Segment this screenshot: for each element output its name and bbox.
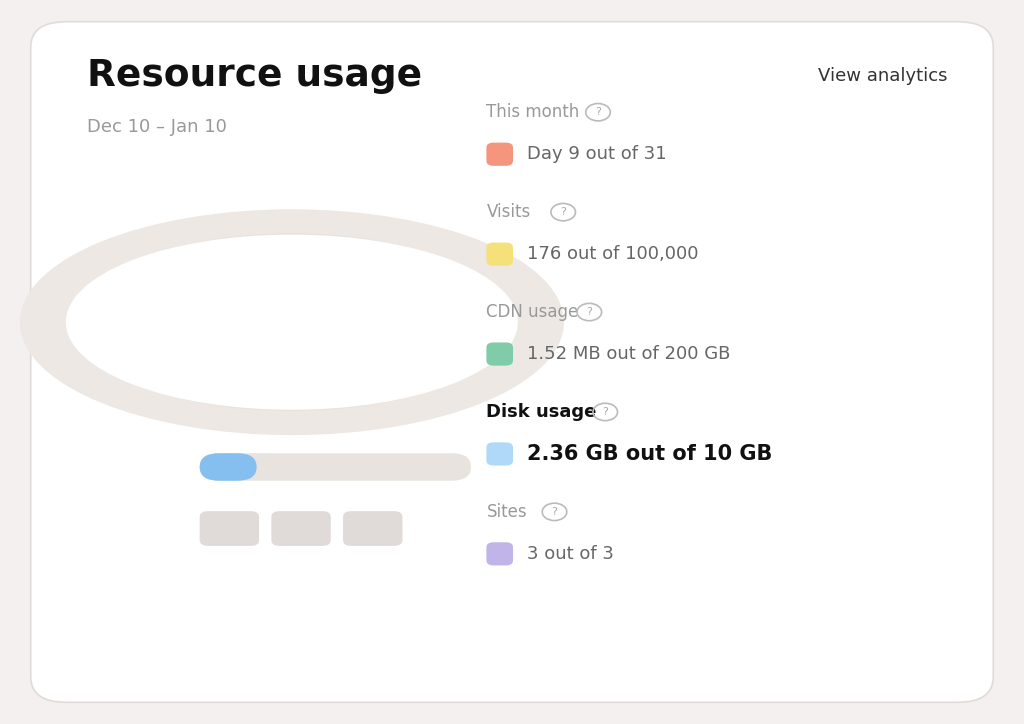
FancyBboxPatch shape bbox=[200, 453, 471, 481]
Ellipse shape bbox=[167, 279, 417, 366]
FancyBboxPatch shape bbox=[486, 143, 513, 166]
Text: ?: ? bbox=[552, 507, 557, 517]
Ellipse shape bbox=[118, 256, 466, 389]
Ellipse shape bbox=[128, 257, 456, 387]
Text: 1.52 MB out of 200 GB: 1.52 MB out of 200 GB bbox=[527, 345, 731, 363]
Ellipse shape bbox=[167, 279, 417, 366]
Text: This month: This month bbox=[486, 104, 580, 121]
Text: Resource usage: Resource usage bbox=[87, 58, 422, 94]
FancyBboxPatch shape bbox=[486, 243, 513, 266]
FancyBboxPatch shape bbox=[486, 542, 513, 565]
FancyBboxPatch shape bbox=[343, 511, 402, 546]
Text: 3 out of 3: 3 out of 3 bbox=[527, 545, 614, 563]
FancyBboxPatch shape bbox=[486, 342, 513, 366]
Text: ?: ? bbox=[587, 307, 592, 317]
FancyBboxPatch shape bbox=[31, 22, 993, 702]
Text: CDN usage: CDN usage bbox=[486, 303, 579, 321]
Text: Disk usage: Disk usage bbox=[486, 403, 597, 421]
Text: 2.36 GB out of 10 GB: 2.36 GB out of 10 GB bbox=[527, 444, 773, 464]
FancyBboxPatch shape bbox=[486, 442, 513, 466]
Text: Dec 10 – Jan 10: Dec 10 – Jan 10 bbox=[87, 118, 227, 135]
Text: Sites: Sites bbox=[486, 503, 527, 521]
Ellipse shape bbox=[67, 235, 517, 409]
Text: ?: ? bbox=[595, 107, 601, 117]
Text: 176 out of 100,000: 176 out of 100,000 bbox=[527, 245, 698, 263]
FancyBboxPatch shape bbox=[200, 511, 259, 546]
Text: ?: ? bbox=[560, 207, 566, 217]
FancyBboxPatch shape bbox=[200, 453, 257, 481]
Ellipse shape bbox=[20, 210, 563, 434]
Text: Day 9 out of 31: Day 9 out of 31 bbox=[527, 146, 667, 163]
Text: Visits: Visits bbox=[486, 203, 530, 221]
Ellipse shape bbox=[77, 234, 507, 411]
Text: View analytics: View analytics bbox=[818, 67, 947, 85]
Text: ?: ? bbox=[602, 407, 608, 417]
FancyBboxPatch shape bbox=[271, 511, 331, 546]
